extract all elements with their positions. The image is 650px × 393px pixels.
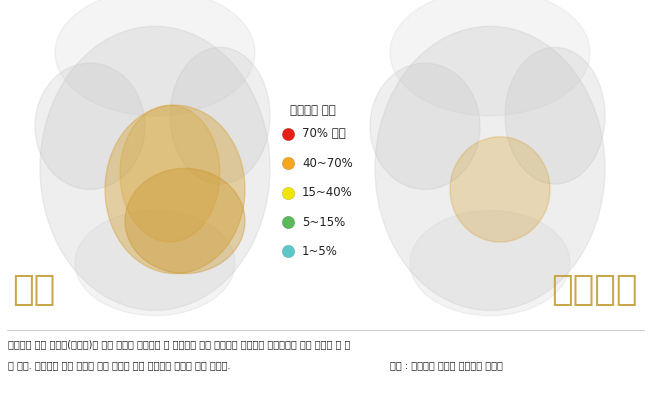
Text: 70% 이상: 70% 이상: [302, 127, 346, 140]
Text: 오미크론 변이 이미지(오른쪽)를 델타 변이와 비교했을 때 오미크론 변이 스파이크 단백질에 돌연변이가 훨씬 많다는 걸 알: 오미크론 변이 이미지(오른쪽)를 델타 변이와 비교했을 때 오미크론 변이 …: [8, 340, 350, 349]
Ellipse shape: [505, 47, 605, 184]
Ellipse shape: [40, 26, 270, 310]
Ellipse shape: [410, 210, 570, 316]
Ellipse shape: [125, 168, 245, 274]
Ellipse shape: [55, 0, 255, 116]
Ellipse shape: [105, 105, 245, 274]
Ellipse shape: [35, 63, 145, 189]
Ellipse shape: [120, 105, 220, 242]
Text: 델타: 델타: [12, 273, 55, 307]
Text: 돌연변이 범위: 돌연변이 범위: [290, 104, 336, 117]
Text: 자료 : 이탈리아 밤비노 예수병원 트위터: 자료 : 이탈리아 밤비노 예수병원 트위터: [390, 360, 503, 370]
Ellipse shape: [450, 137, 550, 242]
Text: 수 있다. 빨간색이 몰린 부분이 인체 세포와 먼저 결합하는 수용체 결합 부위다.: 수 있다. 빨간색이 몰린 부분이 인체 세포와 먼저 결합하는 수용체 결합 …: [8, 360, 231, 370]
Ellipse shape: [75, 210, 235, 316]
Text: 오미크론: 오미크론: [551, 273, 638, 307]
Ellipse shape: [370, 63, 480, 189]
Ellipse shape: [375, 26, 605, 310]
Text: 15~40%: 15~40%: [302, 186, 353, 199]
Text: 1~5%: 1~5%: [302, 245, 338, 258]
Text: 5~15%: 5~15%: [302, 215, 345, 228]
Text: 40~70%: 40~70%: [302, 156, 353, 170]
Ellipse shape: [390, 0, 590, 116]
Ellipse shape: [170, 47, 270, 184]
